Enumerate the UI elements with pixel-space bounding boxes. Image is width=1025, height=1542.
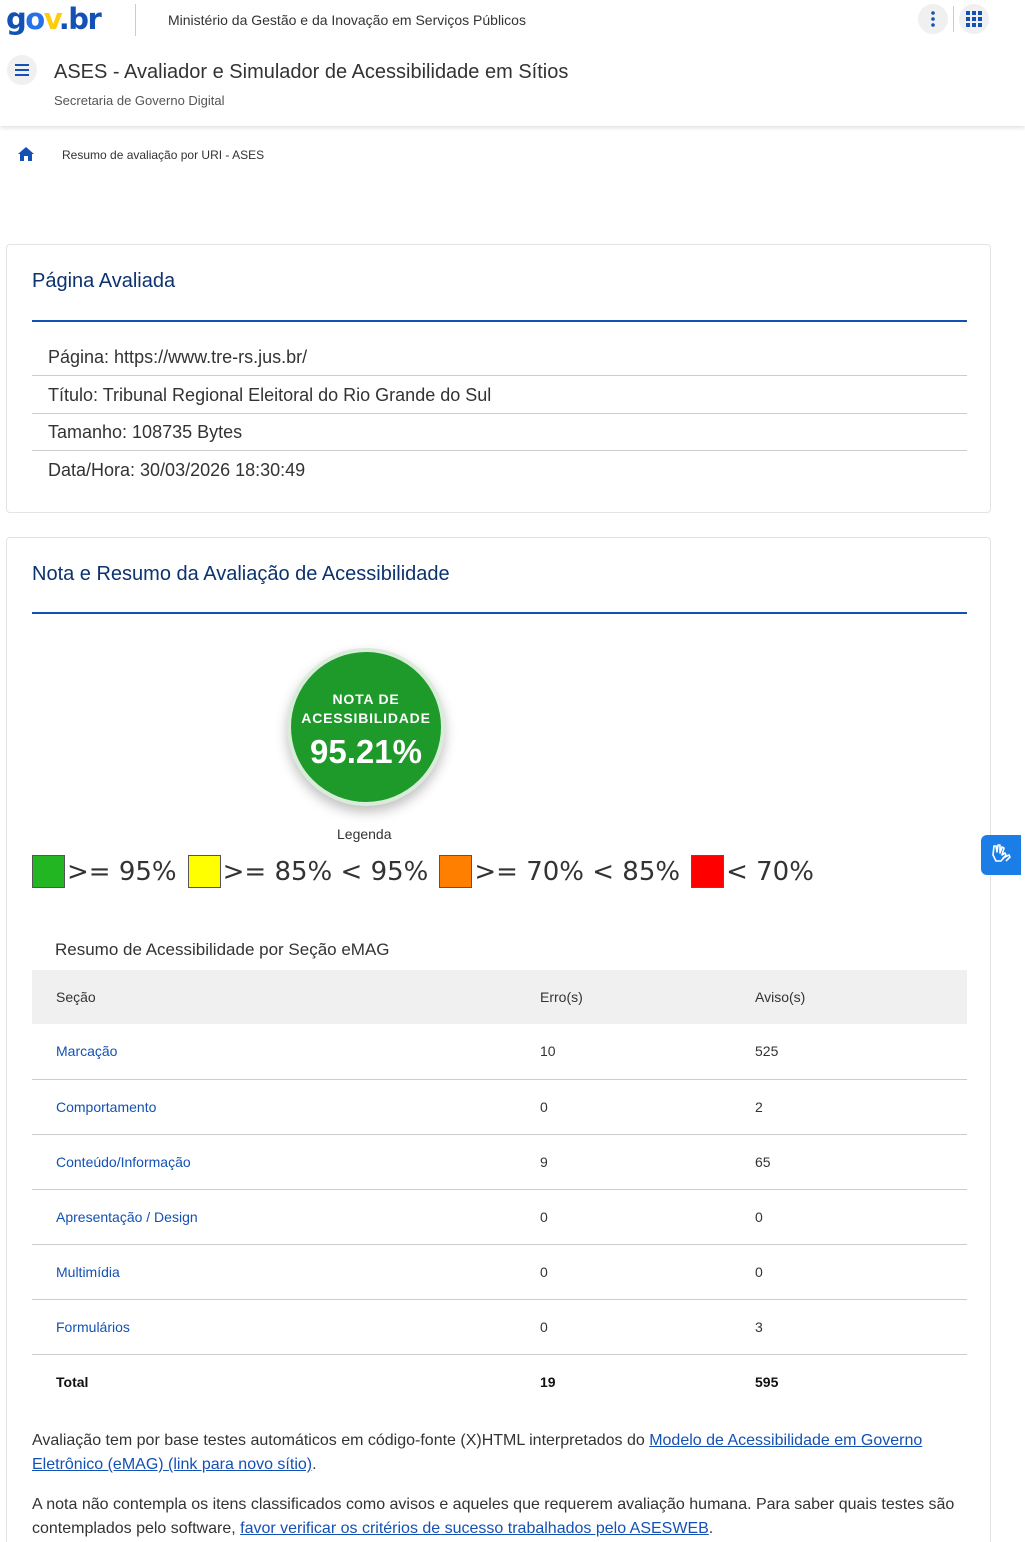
legend-label: >= 95% <box>67 856 177 887</box>
site-subtitle: Secretaria de Governo Digital <box>54 93 225 108</box>
summary-title: Resumo de Acessibilidade por Seção eMAG <box>55 940 390 959</box>
section-link[interactable]: Multimídia <box>56 1263 120 1280</box>
info-row-datetime: Data/Hora: 30/03/2026 18:30:49 <box>48 460 306 480</box>
warnings-cell: 65 <box>755 1134 967 1190</box>
criteria-link[interactable]: favor verificar os critérios de sucesso … <box>240 1520 709 1537</box>
total-errors: 19 <box>540 1373 556 1390</box>
org-name: Ministério da Gestão e da Inovação em Se… <box>168 12 526 28</box>
header-divider <box>135 4 136 36</box>
legend-label: >= 70% < 85% <box>474 856 681 887</box>
table-row: Multimídia 0 0 <box>32 1244 967 1300</box>
legend-swatch-yellow <box>187 855 221 888</box>
column-header: Aviso(s) <box>755 970 967 1024</box>
errors-cell: 0 <box>540 1244 755 1300</box>
score-label-line1: NOTA DE <box>332 691 400 707</box>
legend-label: >= 85% < 95% <box>222 856 429 887</box>
section-link[interactable]: Comportamento <box>56 1098 157 1115</box>
total-label: Total <box>56 1373 89 1390</box>
legend: >= 95% >= 85% < 95% >= 70% < 85% < 70% <box>32 855 825 888</box>
errors-cell: 10 <box>540 1024 755 1080</box>
score-label: NOTA DE ACESSIBILIDADE <box>291 690 441 728</box>
warnings-cell: 2 <box>755 1079 967 1135</box>
emag-link[interactable]: Modelo de Acessibilidade em Governo Elet… <box>32 1432 923 1473</box>
summary-table: Seção Erro(s) Aviso(s) Marcação 10 525 C… <box>32 970 967 1409</box>
note-criteria: A nota não contempla os itens classifica… <box>32 1496 955 1537</box>
assessment-card: Nota e Resumo da Avaliação de Acessibili… <box>6 537 991 1542</box>
title-rule <box>32 320 967 322</box>
legend-title: Legenda <box>337 826 392 842</box>
section-link[interactable]: Apresentação / Design <box>56 1208 198 1225</box>
site-title: ASES - Avaliador e Simulador de Acessibi… <box>54 61 569 83</box>
warnings-cell: 0 <box>755 1189 967 1245</box>
evaluated-page-title: Página Avaliada <box>32 270 176 292</box>
info-row-size: Tamanho: 108735 Bytes <box>32 413 967 451</box>
section-link[interactable]: Formulários <box>56 1318 130 1335</box>
note-emag: Avaliação tem por base testes automático… <box>32 1432 923 1473</box>
errors-cell: 9 <box>540 1134 755 1190</box>
grid-icon <box>966 11 982 27</box>
table-row: Apresentação / Design 0 0 <box>32 1189 967 1245</box>
errors-cell: 0 <box>540 1299 755 1355</box>
table-row: Comportamento 0 2 <box>32 1079 967 1135</box>
legend-item: < 70% <box>691 855 814 888</box>
breadcrumb-current: Resumo de avaliação por URI - ASES <box>62 148 265 162</box>
table-row: Formulários 0 3 <box>32 1299 967 1355</box>
warnings-cell: 525 <box>755 1024 967 1080</box>
legend-item: >= 70% < 85% <box>439 855 680 888</box>
warnings-cell: 3 <box>755 1299 967 1355</box>
table-header-row: Seção Erro(s) Aviso(s) <box>32 970 967 1024</box>
score-badge: NOTA DE ACESSIBILIDADE 95.21% <box>287 648 445 806</box>
info-row-title: Título: Tribunal Regional Eleitoral do R… <box>32 376 967 414</box>
home-icon[interactable] <box>17 146 35 167</box>
title-rule <box>32 612 967 614</box>
legend-item: >= 85% < 95% <box>187 855 429 888</box>
section-link[interactable]: Conteúdo/Informação <box>56 1153 191 1170</box>
legend-label: < 70% <box>726 856 814 887</box>
evaluated-page-card: Página Avaliada Página: https://www.tre-… <box>6 244 991 513</box>
hamburger-icon <box>15 64 29 76</box>
errors-cell: 0 <box>540 1079 755 1135</box>
main-menu-button[interactable] <box>7 55 37 85</box>
column-header: Seção <box>32 970 540 1024</box>
table-row: Conteúdo/Informação 9 65 <box>32 1134 967 1190</box>
warnings-cell: 0 <box>755 1244 967 1300</box>
errors-cell: 0 <box>540 1189 755 1245</box>
apps-button[interactable] <box>959 4 989 34</box>
legend-swatch-orange <box>439 855 473 888</box>
kebab-icon <box>931 11 935 27</box>
score-value: 95.21% <box>310 733 422 770</box>
total-warnings: 595 <box>755 1373 779 1390</box>
more-options-button[interactable] <box>918 4 948 34</box>
info-row-page: Página: https://www.tre-rs.jus.br/ <box>32 338 967 376</box>
vlibras-button[interactable] <box>981 835 1021 875</box>
legend-swatch-green <box>32 855 65 888</box>
assessment-title: Nota e Resumo da Avaliação de Acessibili… <box>32 563 450 585</box>
govbr-logo[interactable]: gov.br <box>6 2 102 36</box>
legend-item: >= 95% <box>32 855 177 888</box>
section-link[interactable]: Marcação <box>56 1043 118 1060</box>
site-header: gov.br Ministério da Gestão e da Inovaçã… <box>0 0 1025 126</box>
column-header: Erro(s) <box>540 970 755 1024</box>
table-row: Marcação 10 525 <box>32 1024 967 1080</box>
header-divider-small <box>953 6 954 32</box>
total-row: Total 19 595 <box>32 1354 967 1409</box>
legend-swatch-red <box>691 855 725 888</box>
score-label-line2: ACESSIBILIDADE <box>301 710 431 726</box>
sign-language-icon <box>992 844 1011 862</box>
